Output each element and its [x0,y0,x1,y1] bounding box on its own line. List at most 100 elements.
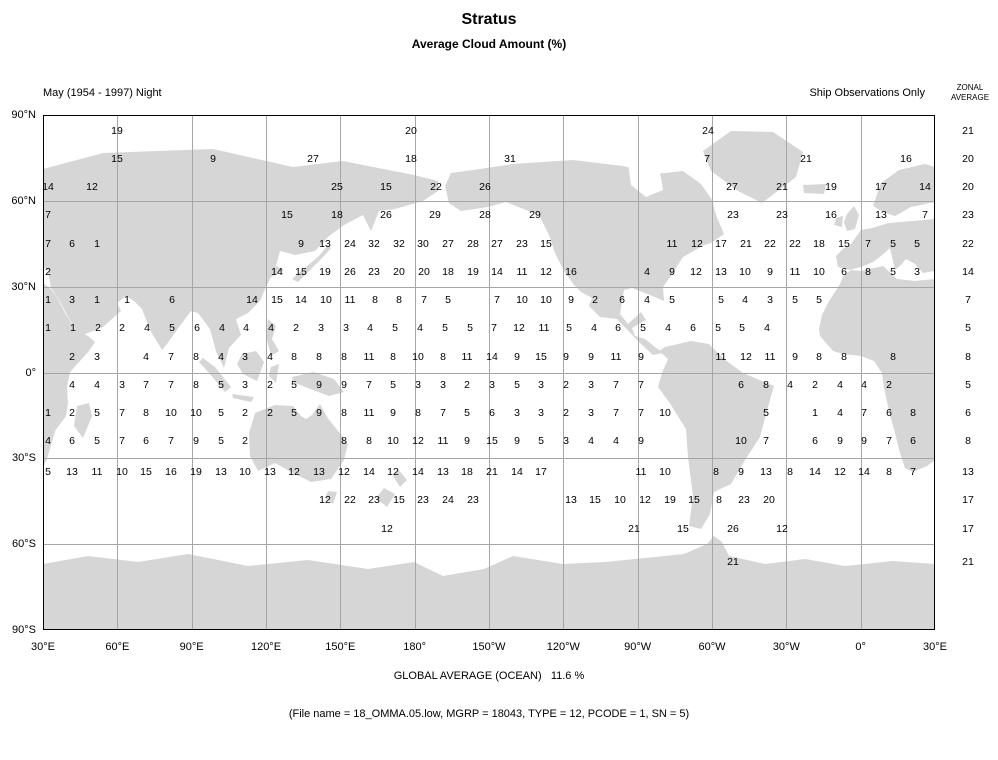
cell-value: 16 [825,208,837,221]
cell-value: 4 [45,434,51,447]
cell-value: 3 [343,321,349,334]
cell-value: 8 [341,350,347,363]
cell-value: 11 [516,265,528,278]
cell-value: 5 [467,321,473,334]
cell-value: 2 [242,406,248,419]
cell-value: 8 [716,493,722,506]
cell-value: 7 [421,293,427,306]
cell-value: 4 [94,378,100,391]
x-tick-label: 120°E [250,641,282,653]
cell-value: 9 [588,350,594,363]
cell-value: 15 [838,237,850,250]
cell-value: 10 [165,406,177,419]
cell-value: 7 [119,434,125,447]
cell-value: 14 [271,265,283,278]
cell-value: 14 [919,180,931,193]
cell-value: 12 [540,265,552,278]
cell-value: 9 [669,265,675,278]
file-info-label: (File name = 18_OMMA.05.low, MGRP = 1804… [288,708,690,720]
cell-value: 4 [742,293,748,306]
cell-value: 12 [740,350,752,363]
cell-value: 5 [890,237,896,250]
zonal-average-value: 7 [965,293,971,306]
cell-value: 2 [267,378,273,391]
cell-value: 4 [665,321,671,334]
cell-value: 4 [143,350,149,363]
cell-value: 8 [440,350,446,363]
cell-value: 4 [837,406,843,419]
cell-value: 3 [242,378,248,391]
cell-value: 11 [461,350,473,363]
cell-value: 8 [372,293,378,306]
landmass-new-guinea [292,372,344,396]
cell-value: 6 [910,434,916,447]
cell-value: 3 [767,293,773,306]
cell-value: 4 [644,265,650,278]
cell-value: 26 [380,208,392,221]
cell-value: 4 [613,434,619,447]
cell-value: 19 [467,265,479,278]
cell-value: 24 [344,237,356,250]
cell-value: 5 [464,406,470,419]
cell-value: 8 [415,406,421,419]
cell-value: 11 [610,350,622,363]
cell-value: 5 [718,293,724,306]
cell-value: 18 [461,465,473,478]
cell-value: 9 [193,434,199,447]
cell-value: 7 [168,378,174,391]
cell-value: 32 [393,237,405,250]
cell-value: 6 [69,434,75,447]
cell-value: 15 [589,493,601,506]
cell-value: 21 [486,465,498,478]
x-tick-label: 60°W [698,641,726,653]
landmass-south-america [658,341,774,529]
cell-value: 9 [638,350,644,363]
cell-value: 4 [243,321,249,334]
cell-value: 7 [865,237,871,250]
cell-value: 7 [45,208,51,221]
cell-value: 16 [165,465,177,478]
cell-value: 1 [94,293,100,306]
cell-value: 4 [591,321,597,334]
cell-value: 10 [659,465,671,478]
cell-value: 12 [387,465,399,478]
cell-value: 8 [193,350,199,363]
cell-value: 14 [412,465,424,478]
landmass-north-america [445,160,724,355]
cell-value: 29 [429,208,441,221]
x-tick-label: 30°W [772,641,800,653]
cell-value: 5 [94,434,100,447]
cell-value: 11 [363,406,375,419]
cell-value: 5 [442,321,448,334]
cell-value: 14 [511,465,523,478]
landmass-greenland [703,131,803,203]
cell-value: 4 [861,378,867,391]
cell-value: 7 [143,378,149,391]
cell-value: 23 [727,208,739,221]
cell-value: 13 [437,465,449,478]
landmass-british-isles [844,206,859,231]
cell-value: 7 [763,434,769,447]
cell-value: 20 [393,265,405,278]
cell-value: 15 [111,152,123,165]
cell-value: 2 [69,350,75,363]
cell-value: 8 [341,434,347,447]
y-tick-label: 90°N [11,109,36,121]
cell-value: 13 [66,465,78,478]
cell-value: 19 [664,493,676,506]
cell-value: 1 [45,293,51,306]
cell-value: 8 [787,465,793,478]
cell-value: 4 [219,321,225,334]
cell-value: 7 [638,378,644,391]
cell-value: 5 [291,406,297,419]
y-tick-label: 60°N [11,194,36,207]
landmass-new-zealand-south [376,488,395,507]
cell-value: 21 [740,237,752,250]
cell-value: 26 [727,522,739,535]
cell-value: 7 [168,350,174,363]
cell-value: 3 [94,350,100,363]
zonal-average-value: 22 [962,237,974,250]
zonal-average-value: 17 [962,522,974,535]
zonal-average-value: 8 [965,350,971,363]
cell-value: 3 [538,406,544,419]
